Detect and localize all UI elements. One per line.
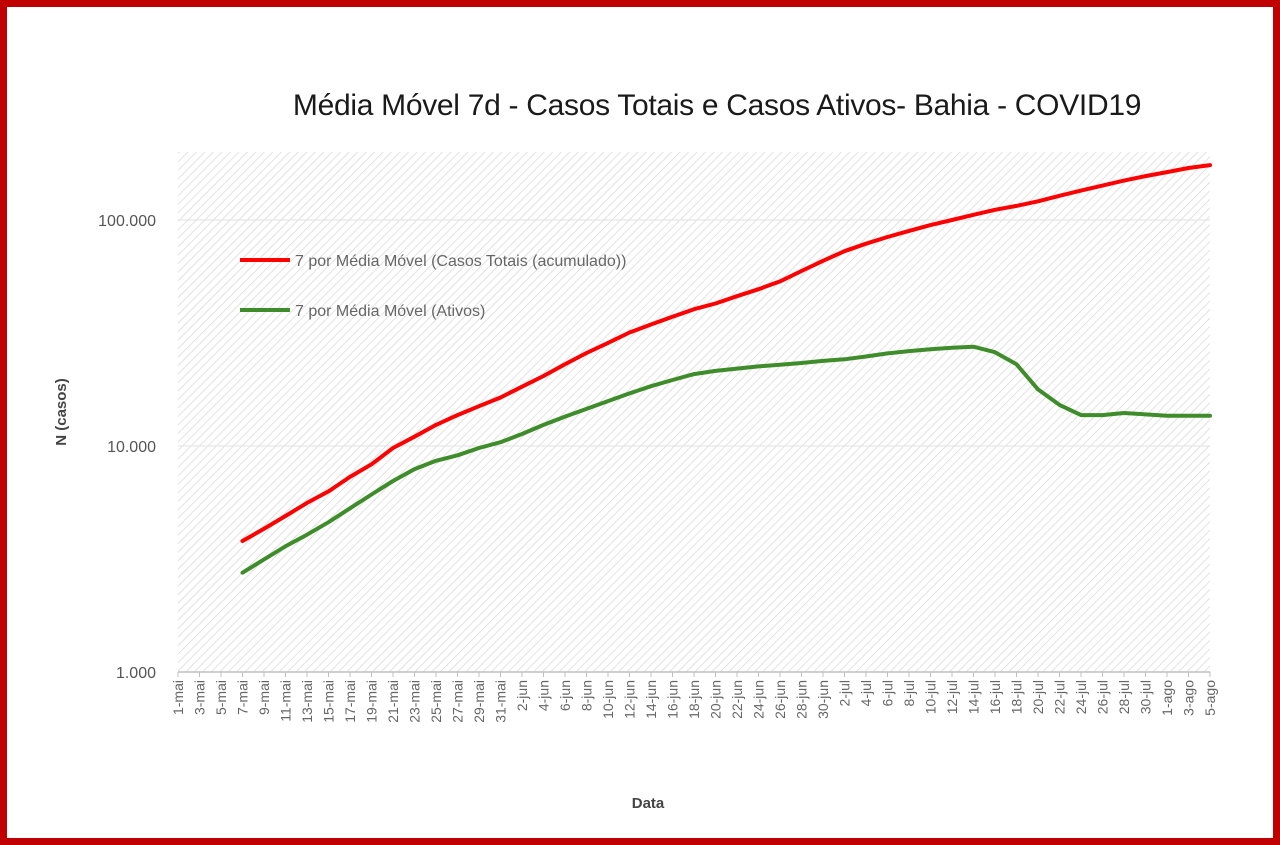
- series-line-1: [240, 163, 1212, 543]
- x-tick-label: 28-jul: [1116, 680, 1132, 714]
- x-tick-label: 18-jun: [686, 680, 702, 719]
- x-tick-label: 9-mai: [256, 680, 272, 715]
- x-tick-label: 3-mai: [192, 680, 208, 715]
- x-tick-label: 30-jun: [815, 680, 831, 719]
- x-axis-label: Data: [632, 795, 665, 812]
- chart-title: Média Móvel 7d - Casos Totais e Casos At…: [292, 89, 1142, 122]
- x-tick-label: 1-mai: [170, 680, 186, 715]
- x-tick-label: 4-jul: [858, 680, 874, 706]
- legend-label-1: 7 por Média Móvel (Casos Totais (acumula…: [295, 253, 626, 270]
- x-tick-label: 30-jul: [1138, 680, 1154, 714]
- legend-label-2: 7 por Média Móvel (Ativos): [295, 303, 485, 320]
- plot-area: [178, 152, 1210, 672]
- x-tick-label: 2-jun: [514, 680, 530, 711]
- y-axis-label: N (casos): [53, 378, 70, 446]
- legend: 7 por Média Móvel (Casos Totais (acumula…: [240, 253, 626, 320]
- x-tick-label: 10-jun: [600, 680, 616, 719]
- x-tick-label: 6-jun: [557, 680, 573, 711]
- x-tick-label: 8-jul: [901, 680, 917, 706]
- x-tick-label: 31-mai: [493, 680, 509, 723]
- x-tick-label: 10-jul: [923, 680, 939, 714]
- y-tick-label: 10.000: [107, 439, 156, 456]
- y-axis-ticks: 1.000 10.000 100.000: [98, 213, 156, 682]
- x-tick-label: 21-mai: [385, 680, 401, 723]
- x-tick-label: 17-mai: [342, 680, 358, 723]
- x-axis-ticks: 1-mai 3-mai 5-mai 7-mai 9-mai 11-mai 13-mai 15-…: [170, 672, 1218, 723]
- x-tick-label: 7-mai: [235, 680, 251, 715]
- x-tick-label: 25-mai: [428, 680, 444, 723]
- x-tick-label: 18-jul: [1009, 680, 1025, 714]
- x-tick-label: 22-jun: [729, 680, 745, 719]
- x-tick-label: 26-jun: [772, 680, 788, 719]
- x-tick-label: 24-jun: [751, 680, 767, 719]
- x-tick-label: 19-mai: [364, 680, 380, 723]
- x-tick-label: 20-jul: [1030, 680, 1046, 714]
- x-tick-label: 13-mai: [299, 680, 315, 723]
- x-tick-label: 20-jun: [708, 680, 724, 719]
- y-tick-label: 100.000: [98, 213, 156, 230]
- y-tick-label: 1.000: [116, 665, 156, 682]
- x-tick-label: 23-mai: [407, 680, 423, 723]
- x-tick-label: 27-mai: [450, 680, 466, 723]
- x-tick-label: 15-mai: [321, 680, 337, 723]
- x-tick-label: 29-mai: [471, 680, 487, 723]
- x-tick-label: 12-jul: [944, 680, 960, 714]
- x-tick-label: 16-jun: [665, 680, 681, 719]
- x-tick-label: 26-jul: [1095, 680, 1111, 714]
- x-tick-label: 4-jun: [536, 680, 552, 711]
- x-tick-label: 12-jun: [622, 680, 638, 719]
- x-tick-label: 24-jul: [1073, 680, 1089, 714]
- x-tick-label: 14-jul: [966, 680, 982, 714]
- x-tick-label: 6-jul: [880, 680, 896, 706]
- x-tick-label: 3-ago: [1181, 680, 1197, 716]
- x-tick-label: 22-jul: [1052, 680, 1068, 714]
- x-tick-label: 14-jun: [643, 680, 659, 719]
- x-tick-label: 5-mai: [213, 680, 229, 715]
- x-tick-label: 1-ago: [1159, 680, 1175, 716]
- x-tick-label: 11-mai: [278, 680, 294, 722]
- x-tick-label: 5-ago: [1202, 680, 1218, 716]
- x-tick-label: 16-jul: [987, 680, 1003, 714]
- x-tick-label: 28-jun: [794, 680, 810, 719]
- series-line-2: [240, 344, 1212, 575]
- x-tick-label: 2-jul: [837, 680, 853, 706]
- series-lines: [240, 163, 1212, 575]
- x-tick-label: 8-jun: [579, 680, 595, 711]
